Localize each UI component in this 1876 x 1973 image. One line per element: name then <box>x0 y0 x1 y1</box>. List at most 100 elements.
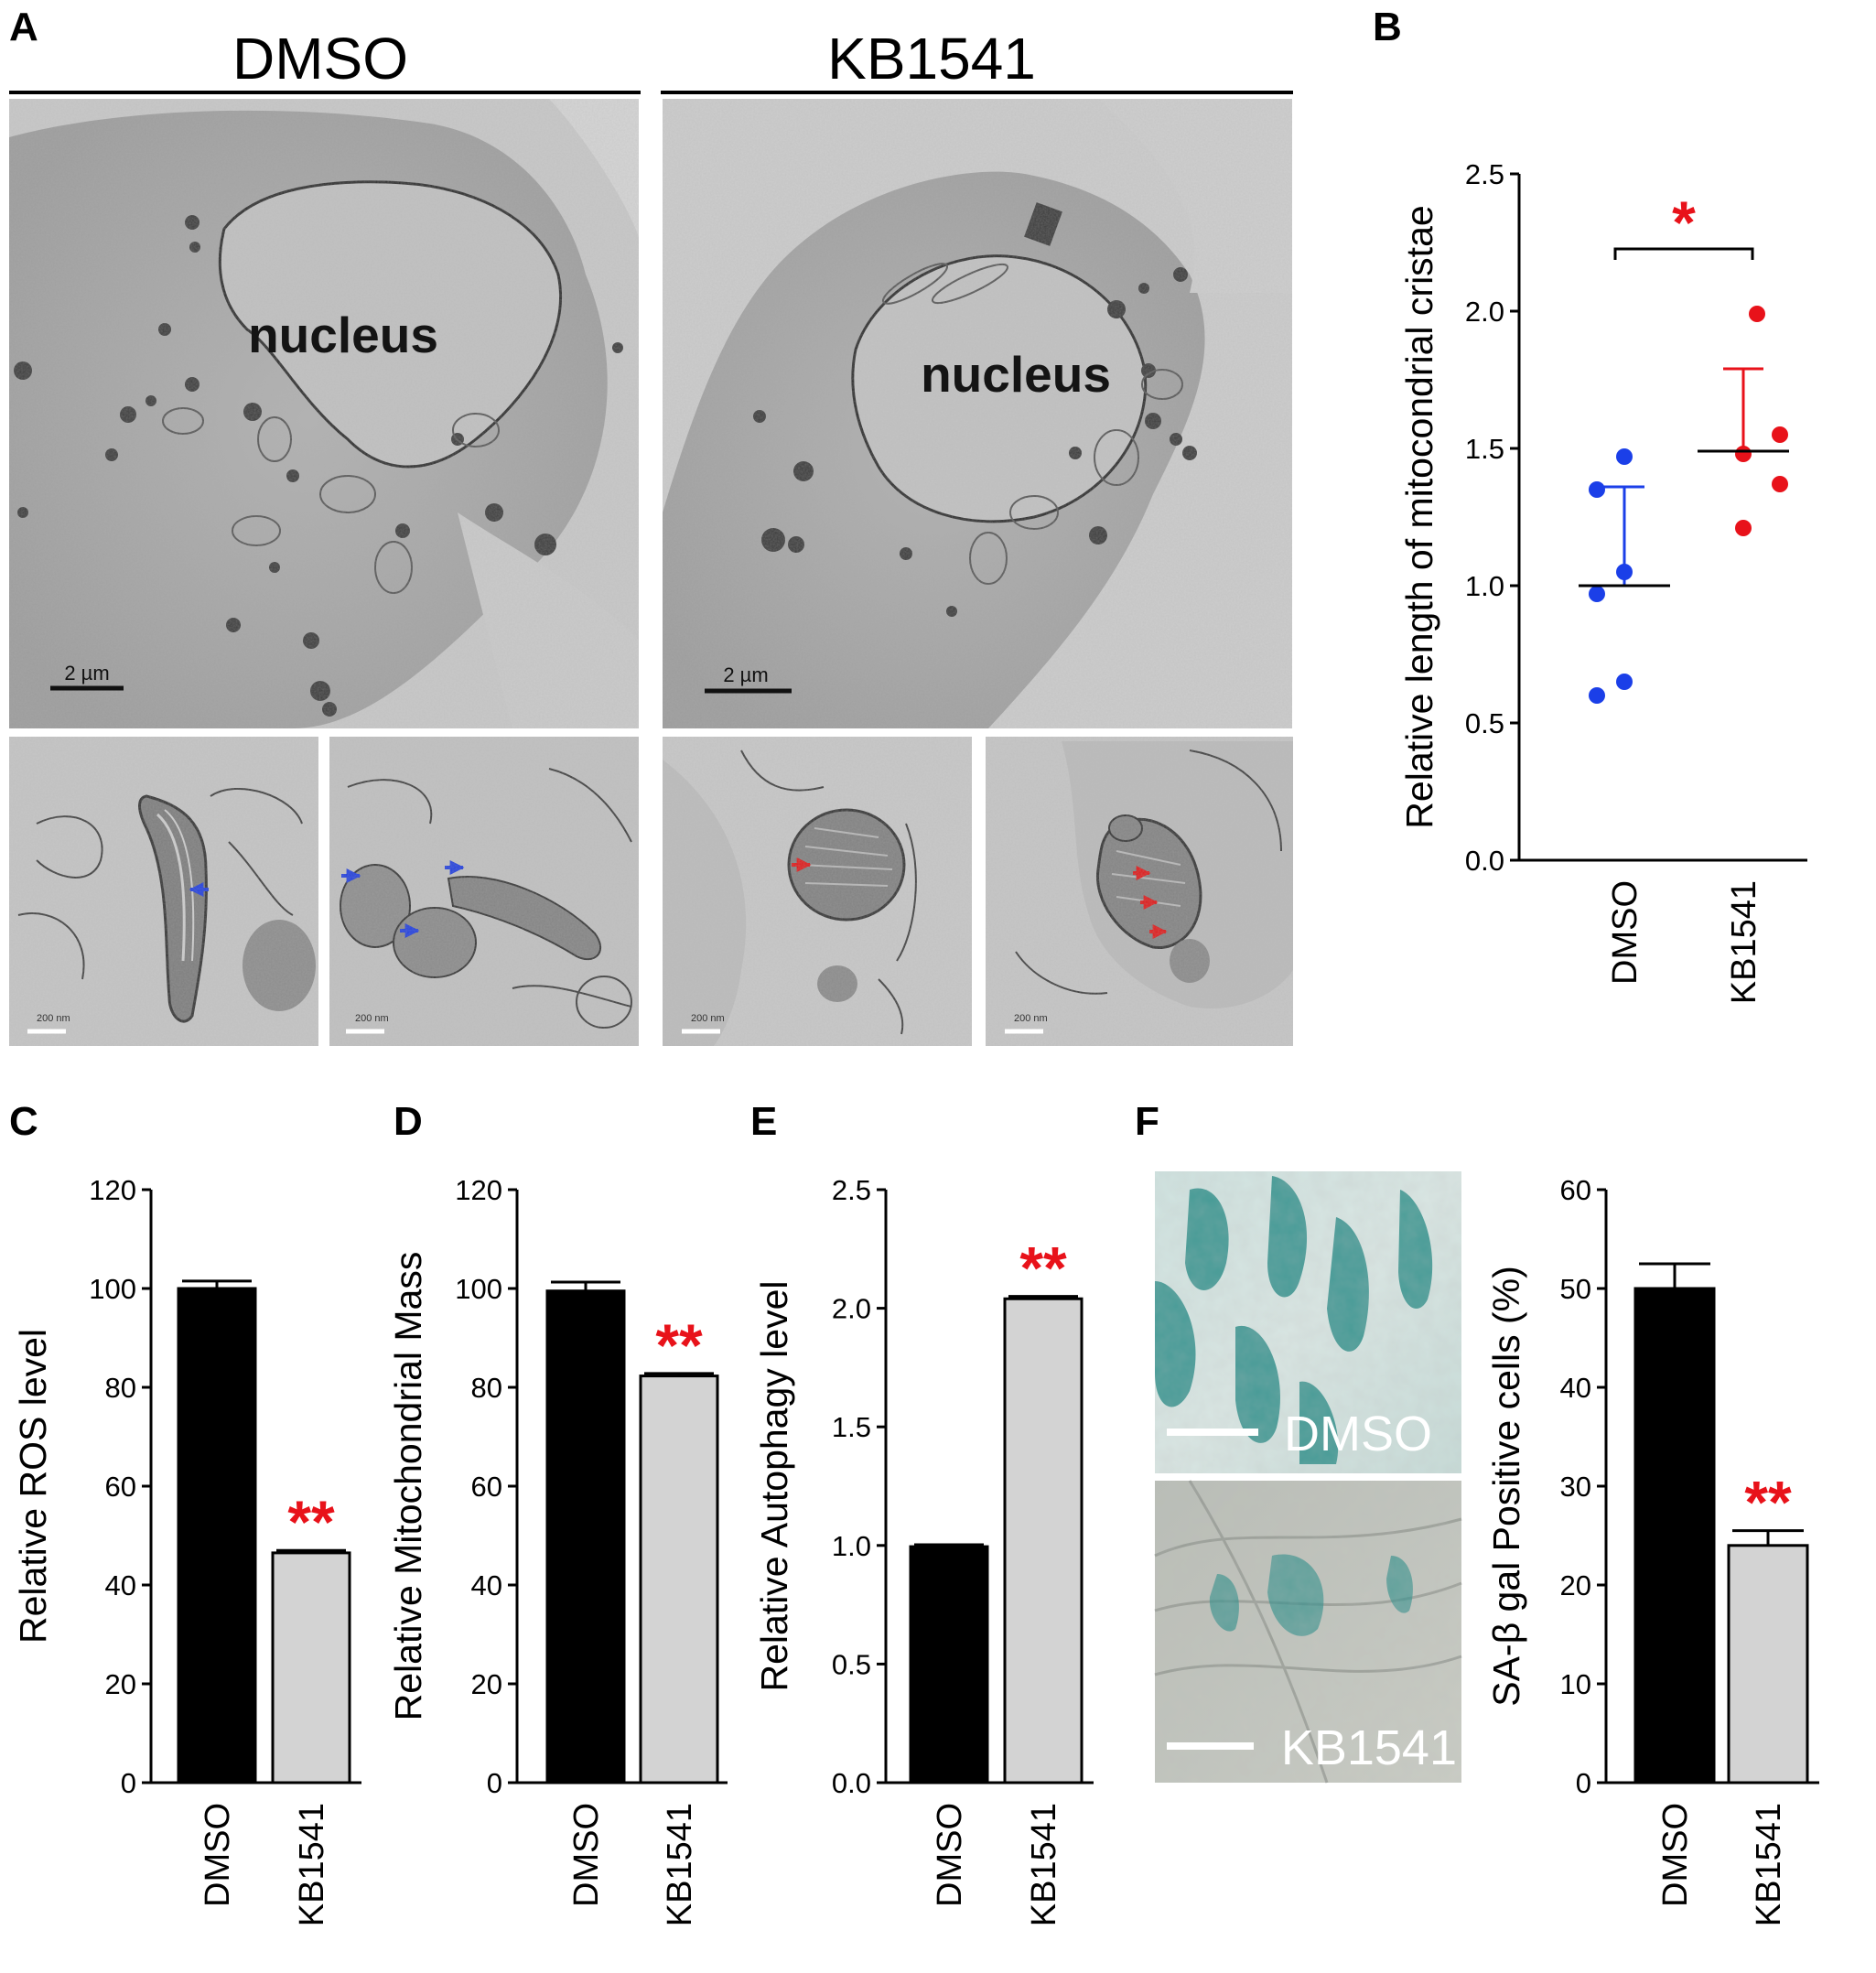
nucleus-label-kb1541: nucleus <box>921 346 1111 403</box>
inset-dmso-2: 200 nm <box>329 737 639 1046</box>
y-tick-label: 2.0 <box>1465 296 1504 328</box>
data-point <box>1772 426 1788 443</box>
x-tick-label: KB1541 <box>661 1803 699 1926</box>
x-tick-label: DMSO <box>1656 1803 1695 1907</box>
y-tick-label: 1.0 <box>1465 570 1504 602</box>
significance-marker: * <box>1672 189 1696 256</box>
condition-label-dmso: DMSO <box>232 26 408 92</box>
y-tick-label: 20 <box>105 1668 136 1700</box>
chart-d: 0 20 40 60 80 100 120 Relative Mitochondrial Ma… <box>387 1174 728 1926</box>
stain-label-kb1541: KB1541 <box>1281 1720 1457 1775</box>
y-tick-label: 60 <box>1560 1174 1591 1206</box>
y-axis-label: SA-β gal Positive cells (%) <box>1485 1266 1527 1707</box>
inset-scale-label: 200 nm <box>37 1013 70 1024</box>
scale-label-dmso: 2 µm <box>64 662 109 685</box>
bar <box>909 1545 989 1784</box>
micrograph-kb1541: nucleus 2 µm <box>663 99 1292 728</box>
panel-label-b: B <box>1373 5 1402 49</box>
y-tick-label: 40 <box>105 1569 136 1601</box>
micrograph-dmso: nucleus 2 µm <box>9 99 639 729</box>
inset-scale-label: 200 nm <box>355 1013 389 1024</box>
x-tick-label: DMSO <box>567 1803 606 1907</box>
y-tick-label: 120 <box>455 1174 502 1206</box>
stain-image-dmso: DMSO <box>1155 1171 1461 1473</box>
y-tick-label: 40 <box>1560 1372 1591 1404</box>
inset-scale-label: 200 nm <box>1014 1013 1048 1024</box>
y-tick-label: 40 <box>471 1569 502 1601</box>
y-tick-label: 60 <box>471 1471 502 1503</box>
y-axis-label: Relative Mitochondrial Mass <box>387 1252 429 1721</box>
x-tick-label: KB1541 <box>1025 1803 1063 1926</box>
y-tick-label: 0.0 <box>832 1767 871 1799</box>
x-tick-label: DMSO <box>1606 880 1644 985</box>
bar <box>545 1289 626 1784</box>
significance-marker: ** <box>287 1488 335 1556</box>
data-point <box>1589 586 1605 602</box>
stain-label-dmso: DMSO <box>1284 1407 1432 1461</box>
data-point <box>1589 687 1605 704</box>
nucleus-label-dmso: nucleus <box>248 307 438 363</box>
significance-bracket <box>1613 247 1754 260</box>
y-tick-label: 0 <box>1576 1767 1591 1799</box>
y-axis-label: Relative Autophagy level <box>753 1280 795 1691</box>
y-tick-label: 60 <box>105 1471 136 1503</box>
condition-label-kb1541: KB1541 <box>827 26 1036 92</box>
x-tick-label: KB1541 <box>1725 880 1763 1004</box>
y-tick-label: 0.0 <box>1465 845 1504 877</box>
y-tick-label: 10 <box>1560 1668 1591 1700</box>
y-tick-label: 2.0 <box>832 1293 871 1325</box>
inset-kb1541-2: 200 nm <box>986 737 1293 1046</box>
data-point <box>1735 520 1752 536</box>
y-tick-label: 100 <box>455 1273 502 1305</box>
x-tick-label: DMSO <box>931 1803 969 1907</box>
data-point <box>1616 448 1633 465</box>
data-point <box>1772 476 1788 492</box>
y-tick-label: 50 <box>1560 1273 1591 1305</box>
bar <box>1633 1287 1716 1784</box>
stain-image-kb1541: KB1541 <box>1154 1480 1462 1784</box>
bar <box>177 1287 257 1784</box>
y-axis-label: Relative ROS level <box>12 1329 54 1644</box>
y-tick-label: 20 <box>471 1668 502 1700</box>
y-tick-label: 0.5 <box>832 1648 871 1680</box>
panel-label-a: A <box>9 5 38 49</box>
significance-marker: ** <box>1019 1234 1067 1302</box>
y-tick-label: 0.5 <box>1465 707 1504 739</box>
x-tick-label: KB1541 <box>293 1803 331 1926</box>
data-point <box>1616 564 1633 580</box>
chart-b: 0.0 0.5 1.0 1.5 2.0 2.5 Relative length of mit… <box>1398 158 1807 1004</box>
y-tick-label: 20 <box>1560 1569 1591 1601</box>
bar <box>1727 1544 1809 1784</box>
y-tick-label: 0 <box>121 1767 136 1799</box>
panel-label-f: F <box>1135 1099 1159 1144</box>
data-point <box>1589 481 1605 498</box>
chart-f: 0 10 20 30 40 50 60 SA-β gal Positive cells (%)… <box>1485 1174 1819 1926</box>
inset-scale-label: 200 nm <box>691 1013 725 1024</box>
panel-label-e: E <box>750 1099 777 1144</box>
panel-label-d: D <box>394 1099 423 1144</box>
inset-kb1541-1: 200 nm <box>663 737 972 1046</box>
y-tick-label: 0 <box>487 1767 502 1799</box>
significance-marker: ** <box>655 1311 703 1379</box>
y-tick-label: 80 <box>471 1372 502 1404</box>
data-point <box>1616 674 1633 690</box>
y-tick-label: 120 <box>89 1174 136 1206</box>
x-tick-label: KB1541 <box>1750 1803 1788 1926</box>
y-tick-label: 30 <box>1560 1471 1591 1503</box>
significance-marker: ** <box>1744 1469 1792 1536</box>
bar <box>1003 1297 1084 1784</box>
inset-dmso-1: 200 nm <box>9 737 318 1046</box>
y-tick-label: 2.5 <box>1465 158 1504 190</box>
data-point <box>1749 306 1765 322</box>
bar <box>271 1551 351 1784</box>
y-tick-label: 1.5 <box>832 1411 871 1443</box>
chart-e: 0.0 0.5 1.0 1.5 2.0 2.5 Relative Autophagy lev… <box>753 1174 1094 1926</box>
x-tick-label: DMSO <box>199 1803 237 1907</box>
chart-c: 0 20 40 60 80 100 120 Relative ROS level ** DMSO K… <box>12 1174 361 1926</box>
bar <box>639 1375 719 1784</box>
scale-label-kb1541: 2 µm <box>723 663 768 686</box>
y-tick-label: 1.0 <box>832 1530 871 1562</box>
y-tick-label: 1.5 <box>1465 433 1504 465</box>
